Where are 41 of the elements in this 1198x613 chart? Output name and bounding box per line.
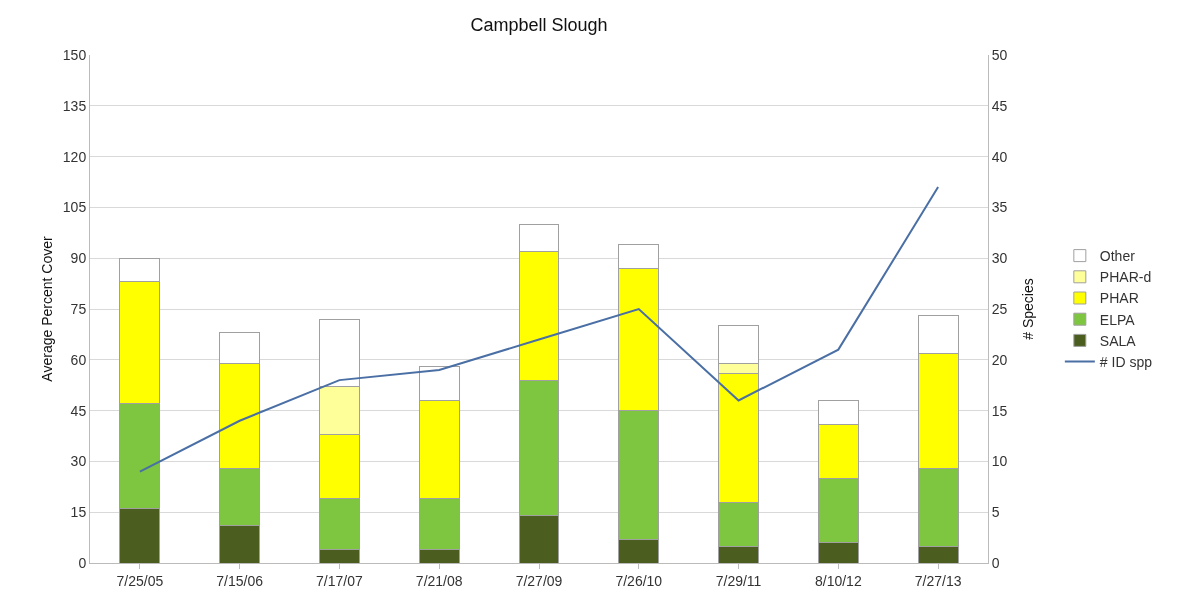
- y-tick-label: 105: [62, 199, 87, 216]
- y2-tick-label: 50: [991, 46, 1008, 63]
- y-tick-label: 45: [70, 402, 87, 419]
- y2-tick-label: 35: [991, 199, 1008, 216]
- legend-label: # ID spp: [1099, 354, 1153, 371]
- y2-tick-label: 45: [991, 97, 1008, 114]
- y-tick-label: 0: [78, 554, 87, 571]
- y-tick-label: 150: [62, 46, 87, 63]
- y2-axis-title: # Species: [1020, 278, 1036, 340]
- x-tick-label: 7/25/05: [116, 572, 164, 589]
- y2-tick-label: 25: [991, 300, 1008, 317]
- y2-tick-label: 15: [991, 402, 1008, 419]
- y-axis-title: Average Percent Cover: [39, 236, 55, 382]
- y-tick-label: 30: [70, 453, 87, 470]
- x-tick-label: 7/26/10: [615, 572, 663, 589]
- x-tick-label: 7/15/06: [216, 572, 264, 589]
- x-tick-label: 7/21/08: [415, 572, 463, 589]
- y-tick-label: 135: [62, 97, 87, 114]
- legend-label: SALA: [1099, 332, 1137, 349]
- y2-tick-label: 5: [991, 504, 1000, 521]
- legend-label: PHAR: [1099, 290, 1139, 307]
- x-tick-label: 7/27/13: [914, 572, 962, 589]
- y2-tick-label: 20: [991, 351, 1008, 368]
- y2-tick-label: 10: [991, 453, 1008, 470]
- y2-tick-label: 0: [991, 554, 1000, 571]
- y-tick-label: 75: [70, 300, 87, 317]
- y-tick-label: 60: [70, 351, 87, 368]
- y-tick-label: 15: [70, 504, 87, 521]
- y2-tick-label: 40: [991, 148, 1008, 165]
- x-tick-label: 7/17/07: [316, 572, 363, 589]
- x-tick-label: 7/29/11: [715, 572, 762, 589]
- legend-label: PHAR-d: [1099, 269, 1152, 286]
- x-tick-label: 8/10/12: [814, 572, 862, 589]
- y2-tick-label: 30: [991, 250, 1008, 267]
- legend-label: Other: [1099, 248, 1136, 265]
- y-tick-label: 90: [70, 250, 87, 267]
- line-series: [138, 186, 940, 473]
- y-tick-label: 120: [62, 148, 87, 165]
- legend-label: ELPA: [1099, 311, 1136, 328]
- x-tick-label: 7/27/09: [515, 572, 563, 589]
- chart-title: Campbell Slough: [470, 14, 608, 35]
